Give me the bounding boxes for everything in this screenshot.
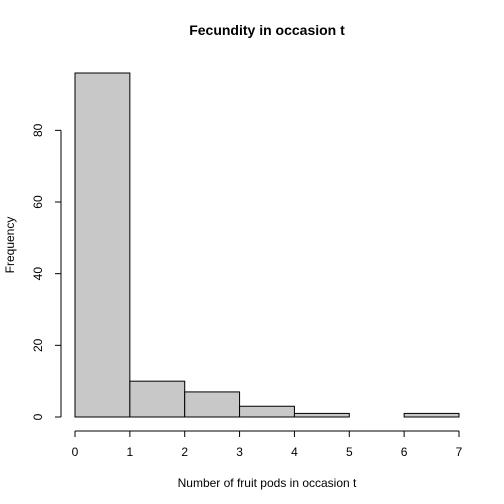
histogram-bar-4 (293, 412, 350, 418)
y-tick-label: 80 (31, 123, 45, 137)
y-axis: 0 20 40 60 80 (31, 123, 62, 420)
y-axis-label: Frequency (3, 217, 17, 274)
x-tick-label: 5 (346, 445, 353, 459)
chart-title: Fecundity in occasion t (189, 22, 345, 38)
x-axis-label: Number of fruit pods in occasion t (178, 476, 357, 490)
histogram-bar-2 (184, 391, 241, 418)
histogram-bar-1 (129, 380, 186, 418)
x-tick-label: 7 (456, 445, 463, 459)
histogram-bar-6 (403, 412, 460, 418)
y-tick-label: 0 (31, 413, 45, 420)
x-tick-label: 4 (291, 445, 298, 459)
x-tick-label: 6 (401, 445, 408, 459)
x-tick-label: 3 (236, 445, 243, 459)
histogram-bars (74, 72, 460, 418)
y-tick-label: 20 (31, 338, 45, 352)
x-tick-label: 2 (181, 445, 188, 459)
x-tick-label: 0 (72, 445, 79, 459)
y-tick-label: 40 (31, 267, 45, 281)
x-axis: 0 1 2 3 4 5 6 7 (72, 430, 463, 459)
histogram-bar-3 (239, 405, 295, 418)
y-tick-label: 60 (31, 195, 45, 209)
x-tick-label: 1 (127, 445, 134, 459)
histogram-bar-0 (74, 72, 131, 418)
